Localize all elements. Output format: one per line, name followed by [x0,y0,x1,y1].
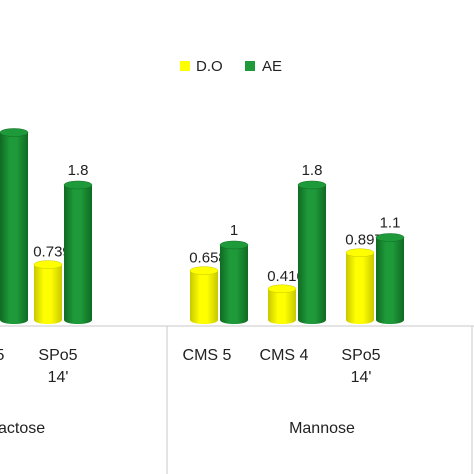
category-label-4-0: SPo5 [341,347,380,364]
legend-label-ae: AE [262,58,282,75]
bar-do-1 [33,260,63,324]
category-label-1-1: 14' [48,369,69,386]
value-label-do-2: 0.658 [189,250,227,267]
bar-do-2 [189,266,219,324]
value-label-do-4: 0.897 [345,232,383,249]
category-label-4-1: 14' [351,369,372,386]
bar-ae-2 [219,240,249,324]
category-labels: 5 SPo5 14' CMS 5 CMS 4 SPo5 14' [0,347,381,386]
legend-swatch-do [180,61,190,71]
bar-do-4 [345,248,375,324]
value-label-ae-2: 1 [230,222,238,239]
category-label-1-0: SPo5 [38,347,77,364]
bar-do-3 [267,284,297,324]
bar-ae-3 [297,180,327,324]
value-label-ae-1: 1.8 [68,162,89,179]
value-label-ae-4: 1.1 [380,215,401,232]
group-label-mannose: Mannose [289,420,355,437]
legend-label-do: D.O [196,58,223,75]
category-label-0-0: 5 [0,347,5,364]
legend-swatch-ae [245,61,255,71]
category-label-3-0: CMS 4 [260,347,309,364]
legend: D.O AE [180,58,282,75]
value-label-do-3: 0.416 [267,268,305,285]
category-label-2-0: CMS 5 [183,347,232,364]
value-label-do-1: 0.739 [33,244,71,261]
group-label-actose: actose [0,420,45,437]
bar-ae-0 [0,128,29,324]
bar-ae-4 [375,233,405,324]
bar-ae-1 [63,180,93,324]
value-label-ae-3: 1.8 [302,162,323,179]
